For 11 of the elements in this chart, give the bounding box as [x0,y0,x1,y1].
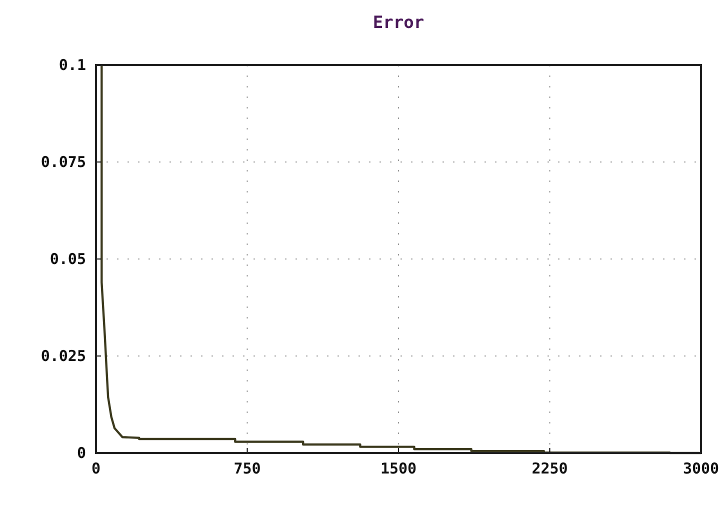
y-tick-label: 0.075 [40,152,86,171]
x-tick-label: 3000 [682,460,720,478]
x-tick-label: 750 [234,460,261,478]
y-tick-label: 0 [76,444,86,462]
x-tick-label: 2250 [532,460,568,478]
y-tick-label: 0.05 [50,250,86,268]
y-tick-label: 0.025 [40,346,86,365]
y-tick-label: 0.1 [58,56,86,74]
x-tick-label: 0 [91,460,101,478]
chart-title: Error [372,13,424,33]
x-tick-label: 1500 [380,460,417,478]
